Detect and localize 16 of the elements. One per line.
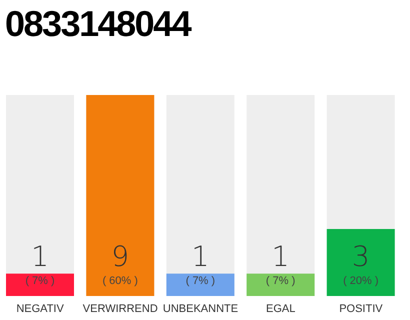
annotation: ( 7% ) [266,275,296,287]
data-label: 1 [191,240,210,273]
data-label: 9 [111,240,130,273]
annotation: ( 7% ) [25,275,55,287]
x-tick-label: UNBEKANNTE [162,302,238,315]
x-tick-label: VERWIRREND [82,302,158,315]
x-tick-label: EGAL [266,302,296,315]
chart-title: 0833148044 [5,2,190,46]
annotation: ( 60% ) [102,275,138,287]
data-label: 1 [31,240,49,273]
annotation: ( 20% ) [343,275,379,287]
x-tick-label: NEGATIV [16,302,64,315]
x-tick-label: POSITIV [339,302,384,315]
data-label: 1 [272,240,290,273]
annotation: ( 7% ) [186,275,216,287]
data-label: 3 [352,240,370,273]
